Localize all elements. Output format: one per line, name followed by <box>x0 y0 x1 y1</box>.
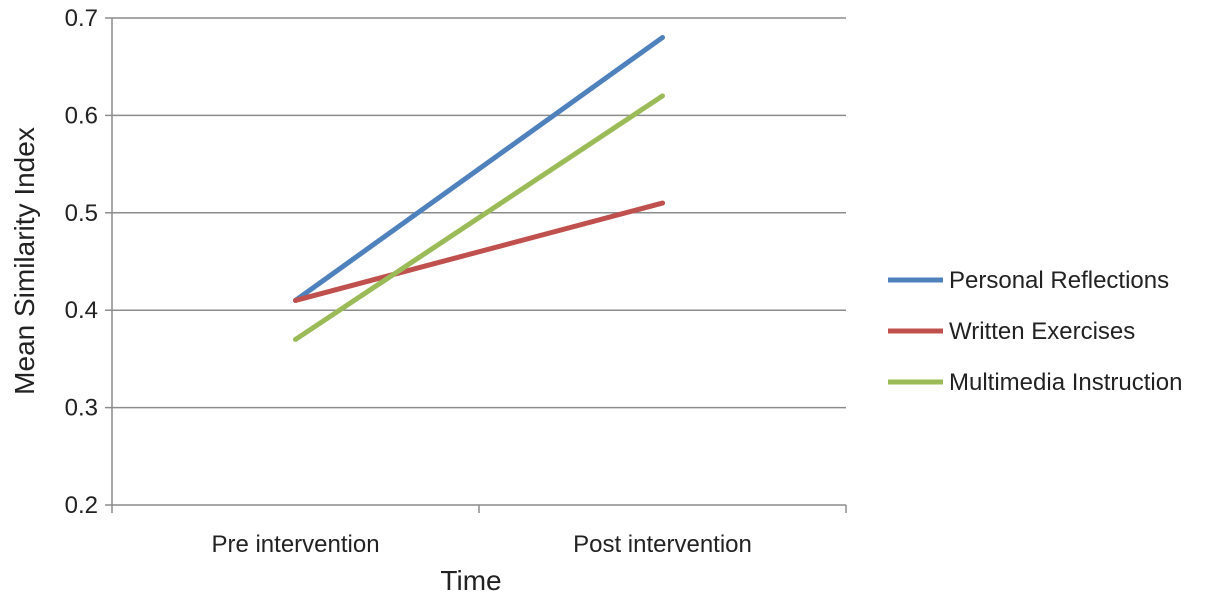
y-tick-label: 0.7 <box>65 5 98 32</box>
y-tick-label: 0.2 <box>65 492 98 519</box>
x-axis-title: Time <box>440 565 501 596</box>
y-tick-label: 0.6 <box>65 102 98 129</box>
y-tick-label: 0.4 <box>65 297 98 324</box>
series-lines <box>293 34 665 342</box>
x-tick-label: Pre intervention <box>211 531 379 558</box>
y-axis-title: Mean Similarity Index <box>9 127 40 395</box>
legend-label: Written Exercises <box>949 318 1135 345</box>
y-tick-labels: 0.2 0.3 0.4 0.5 0.6 0.7 <box>65 5 112 519</box>
axes <box>111 18 846 506</box>
series-line-1 <box>293 200 665 303</box>
y-tick-label: 0.5 <box>65 200 98 227</box>
x-tick-label: Post intervention <box>573 531 752 558</box>
legend: Personal Reflections Written Exercises Mul… <box>888 267 1182 396</box>
series-line-2 <box>293 93 665 342</box>
gridlines <box>112 17 846 409</box>
series-line-0 <box>293 34 665 303</box>
y-tick-label: 0.3 <box>65 395 98 422</box>
x-tick-labels: Pre intervention Post intervention <box>111 505 847 558</box>
legend-label: Personal Reflections <box>949 267 1169 294</box>
legend-label: Multimedia Instruction <box>949 369 1182 396</box>
